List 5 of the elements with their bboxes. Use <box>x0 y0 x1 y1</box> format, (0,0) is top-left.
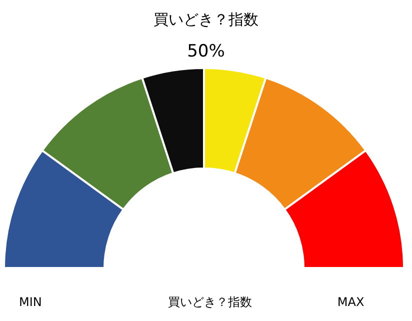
chart-title: 買いどき？指数 <box>154 10 258 28</box>
text: MIN <box>19 295 42 309</box>
text: MAX <box>337 295 364 309</box>
text: 買いどき？指数 <box>168 295 252 309</box>
chart-subtitle: 50% <box>187 42 225 62</box>
